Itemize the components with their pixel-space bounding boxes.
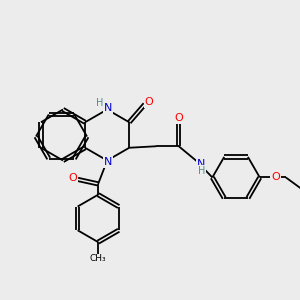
Text: O: O [271, 172, 280, 182]
Text: O: O [68, 172, 77, 183]
Text: O: O [145, 98, 153, 107]
Text: CH₃: CH₃ [90, 254, 106, 263]
Text: N: N [197, 159, 206, 169]
Text: H: H [198, 166, 205, 176]
Text: N: N [103, 157, 112, 167]
Text: N: N [103, 103, 112, 113]
Text: H: H [96, 98, 103, 108]
Text: O: O [174, 113, 183, 123]
